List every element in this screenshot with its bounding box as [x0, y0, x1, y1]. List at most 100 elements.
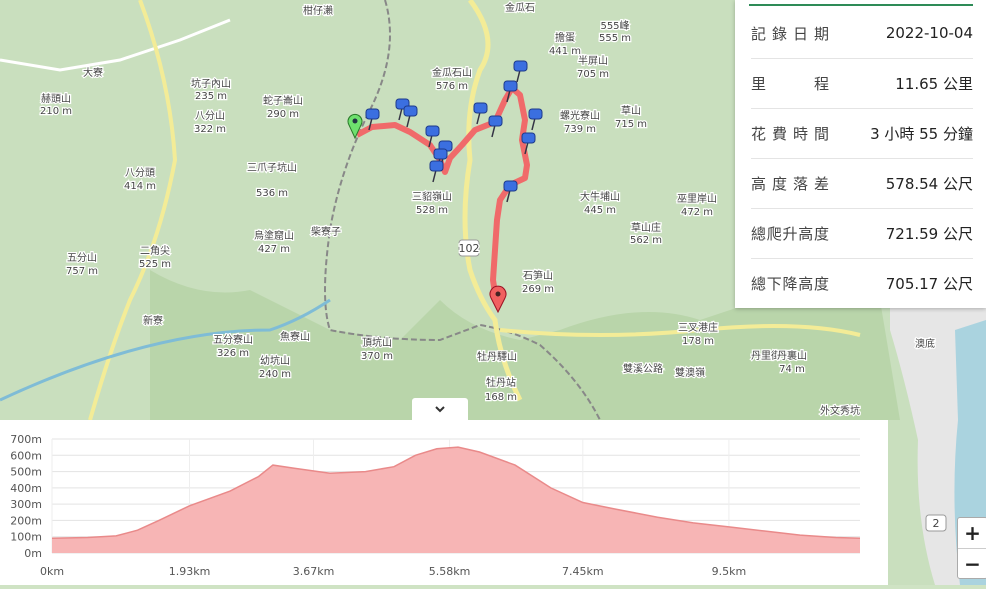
zoom-control: + − [957, 517, 986, 579]
pushpin-needle [406, 114, 411, 128]
map-label: 丹里街 [751, 349, 781, 362]
x-tick-label: 7.45km [562, 565, 604, 578]
stats-panel: 記錄日期 2022-10-04 里程 11.65 公里花費時間 3 小時 55 分鐘高度… [735, 0, 986, 308]
map-label: 210 m [40, 106, 72, 117]
map-label: 326 m [217, 348, 249, 359]
stat-value: 721.59 公尺 [885, 224, 973, 243]
map-label: 555 m [599, 33, 631, 44]
map-label: 半屏山 [578, 54, 608, 67]
map-label: 新寮 [143, 314, 163, 327]
stat-label: 里程 [751, 74, 829, 93]
map-label: 269 m [522, 284, 554, 295]
end-marker[interactable] [489, 285, 507, 314]
map-label: 八分山 [195, 110, 225, 122]
start-marker[interactable] [347, 113, 363, 140]
pushpin [473, 102, 488, 125]
pushpin-head [433, 148, 448, 160]
map-valley [150, 270, 900, 420]
stat-value: 578.54 公尺 [885, 174, 973, 193]
pushpin [513, 60, 528, 83]
map-label: 178 m [682, 336, 714, 347]
zoom-in[interactable]: + [958, 518, 986, 549]
map-label: 幼坑山 [260, 354, 290, 367]
stat-row: 記錄日期 2022-10-04 [751, 8, 973, 59]
pushpin-head [513, 60, 528, 72]
stat-label: 記錄日期 [751, 24, 829, 43]
pushpin [528, 108, 543, 131]
pushpin-head [425, 125, 440, 137]
map-label: 草山 [621, 105, 641, 117]
map-label: 擔蛋 [555, 31, 575, 44]
map-label: 445 m [584, 205, 616, 216]
pushpin-needle [491, 124, 496, 138]
pushpin-head [473, 102, 488, 114]
map-label: 525 m [139, 259, 171, 270]
map-label: 金瓜石山 [432, 66, 472, 79]
map-road [499, 324, 861, 337]
pushpin [521, 132, 536, 155]
map-label: 八分頭 [125, 167, 155, 179]
map-label: 五分寮山 [213, 333, 253, 346]
map-label: 441 m [549, 46, 581, 57]
pushpin [503, 180, 518, 203]
map-label: 739 m [564, 124, 596, 135]
pushpin-needle [516, 69, 521, 83]
stat-value: 705.17 公尺 [885, 274, 973, 293]
zoom-out[interactable]: − [964, 552, 981, 576]
map-label: 102 [459, 242, 480, 255]
stat-value: 3 小時 55 分鐘 [870, 124, 973, 143]
y-tick-label: 300m [10, 498, 42, 511]
pushpin-needle [506, 189, 511, 203]
map-label: 536 m [256, 188, 288, 199]
map-label: 74 m [779, 364, 805, 375]
stat-row: 里程 11.65 公里 [751, 58, 973, 109]
waypoints [365, 60, 543, 203]
pushpin [425, 125, 440, 148]
stat-label: 總下降高度 [751, 274, 829, 293]
map-label: 414 m [124, 181, 156, 192]
stat-value: 2022-10-04 [885, 24, 973, 42]
stat-row: 花費時間 3 小時 55 分鐘 [751, 108, 973, 159]
stat-value: 11.65 公里 [895, 74, 973, 93]
map-label: 大寮 [83, 66, 103, 79]
map-label: 427 m [258, 244, 290, 255]
map-label: 三叉港庄 [678, 321, 718, 334]
chevron [435, 406, 445, 413]
stat-label: 總爬升高度 [751, 224, 829, 243]
map-road [462, 0, 523, 402]
map-label: 562 m [630, 235, 662, 246]
map-label: 二角尖 [140, 244, 170, 257]
pushpin-head [429, 160, 444, 172]
x-tick-label: 0km [40, 565, 64, 578]
map-label: 金瓜石 [505, 1, 535, 14]
map-label: 頂坑山 [362, 336, 392, 349]
stat-label: 高度落差 [751, 174, 829, 193]
pushpin-needle [531, 117, 536, 131]
map-label: 草山庄 [631, 221, 661, 234]
pushpin-needle [524, 141, 529, 155]
pushpin-needle [428, 134, 433, 148]
x-tick-label: 3.67km [293, 565, 335, 578]
map-label: 五分山 [67, 252, 97, 264]
map-label: 576 m [436, 81, 468, 92]
y-tick-label: 0m [24, 547, 42, 560]
x-tick-label: 5.58km [429, 565, 471, 578]
map-label: 322 m [194, 124, 226, 135]
map-label: 坑子內山 [191, 77, 231, 90]
pushpin-head [503, 80, 518, 92]
map-river [0, 298, 331, 402]
stat-row: 總下降高度 705.17 公尺 [751, 258, 973, 308]
pushpin [429, 160, 444, 183]
pushpin-head [403, 105, 418, 117]
map-label: 澳底 [915, 337, 935, 350]
elevation-area [52, 447, 860, 553]
pushpin-head [503, 180, 518, 192]
pushpin-needle [432, 169, 437, 183]
y-tick-label: 500m [10, 466, 42, 479]
map-label: 235 m [195, 91, 227, 102]
map-label: 472 m [681, 207, 713, 218]
map-label: 蛇子崙山 [263, 94, 303, 107]
collapse-button[interactable] [412, 398, 468, 420]
map-label: 290 m [267, 109, 299, 120]
map-label: 石笋山 [523, 269, 553, 282]
